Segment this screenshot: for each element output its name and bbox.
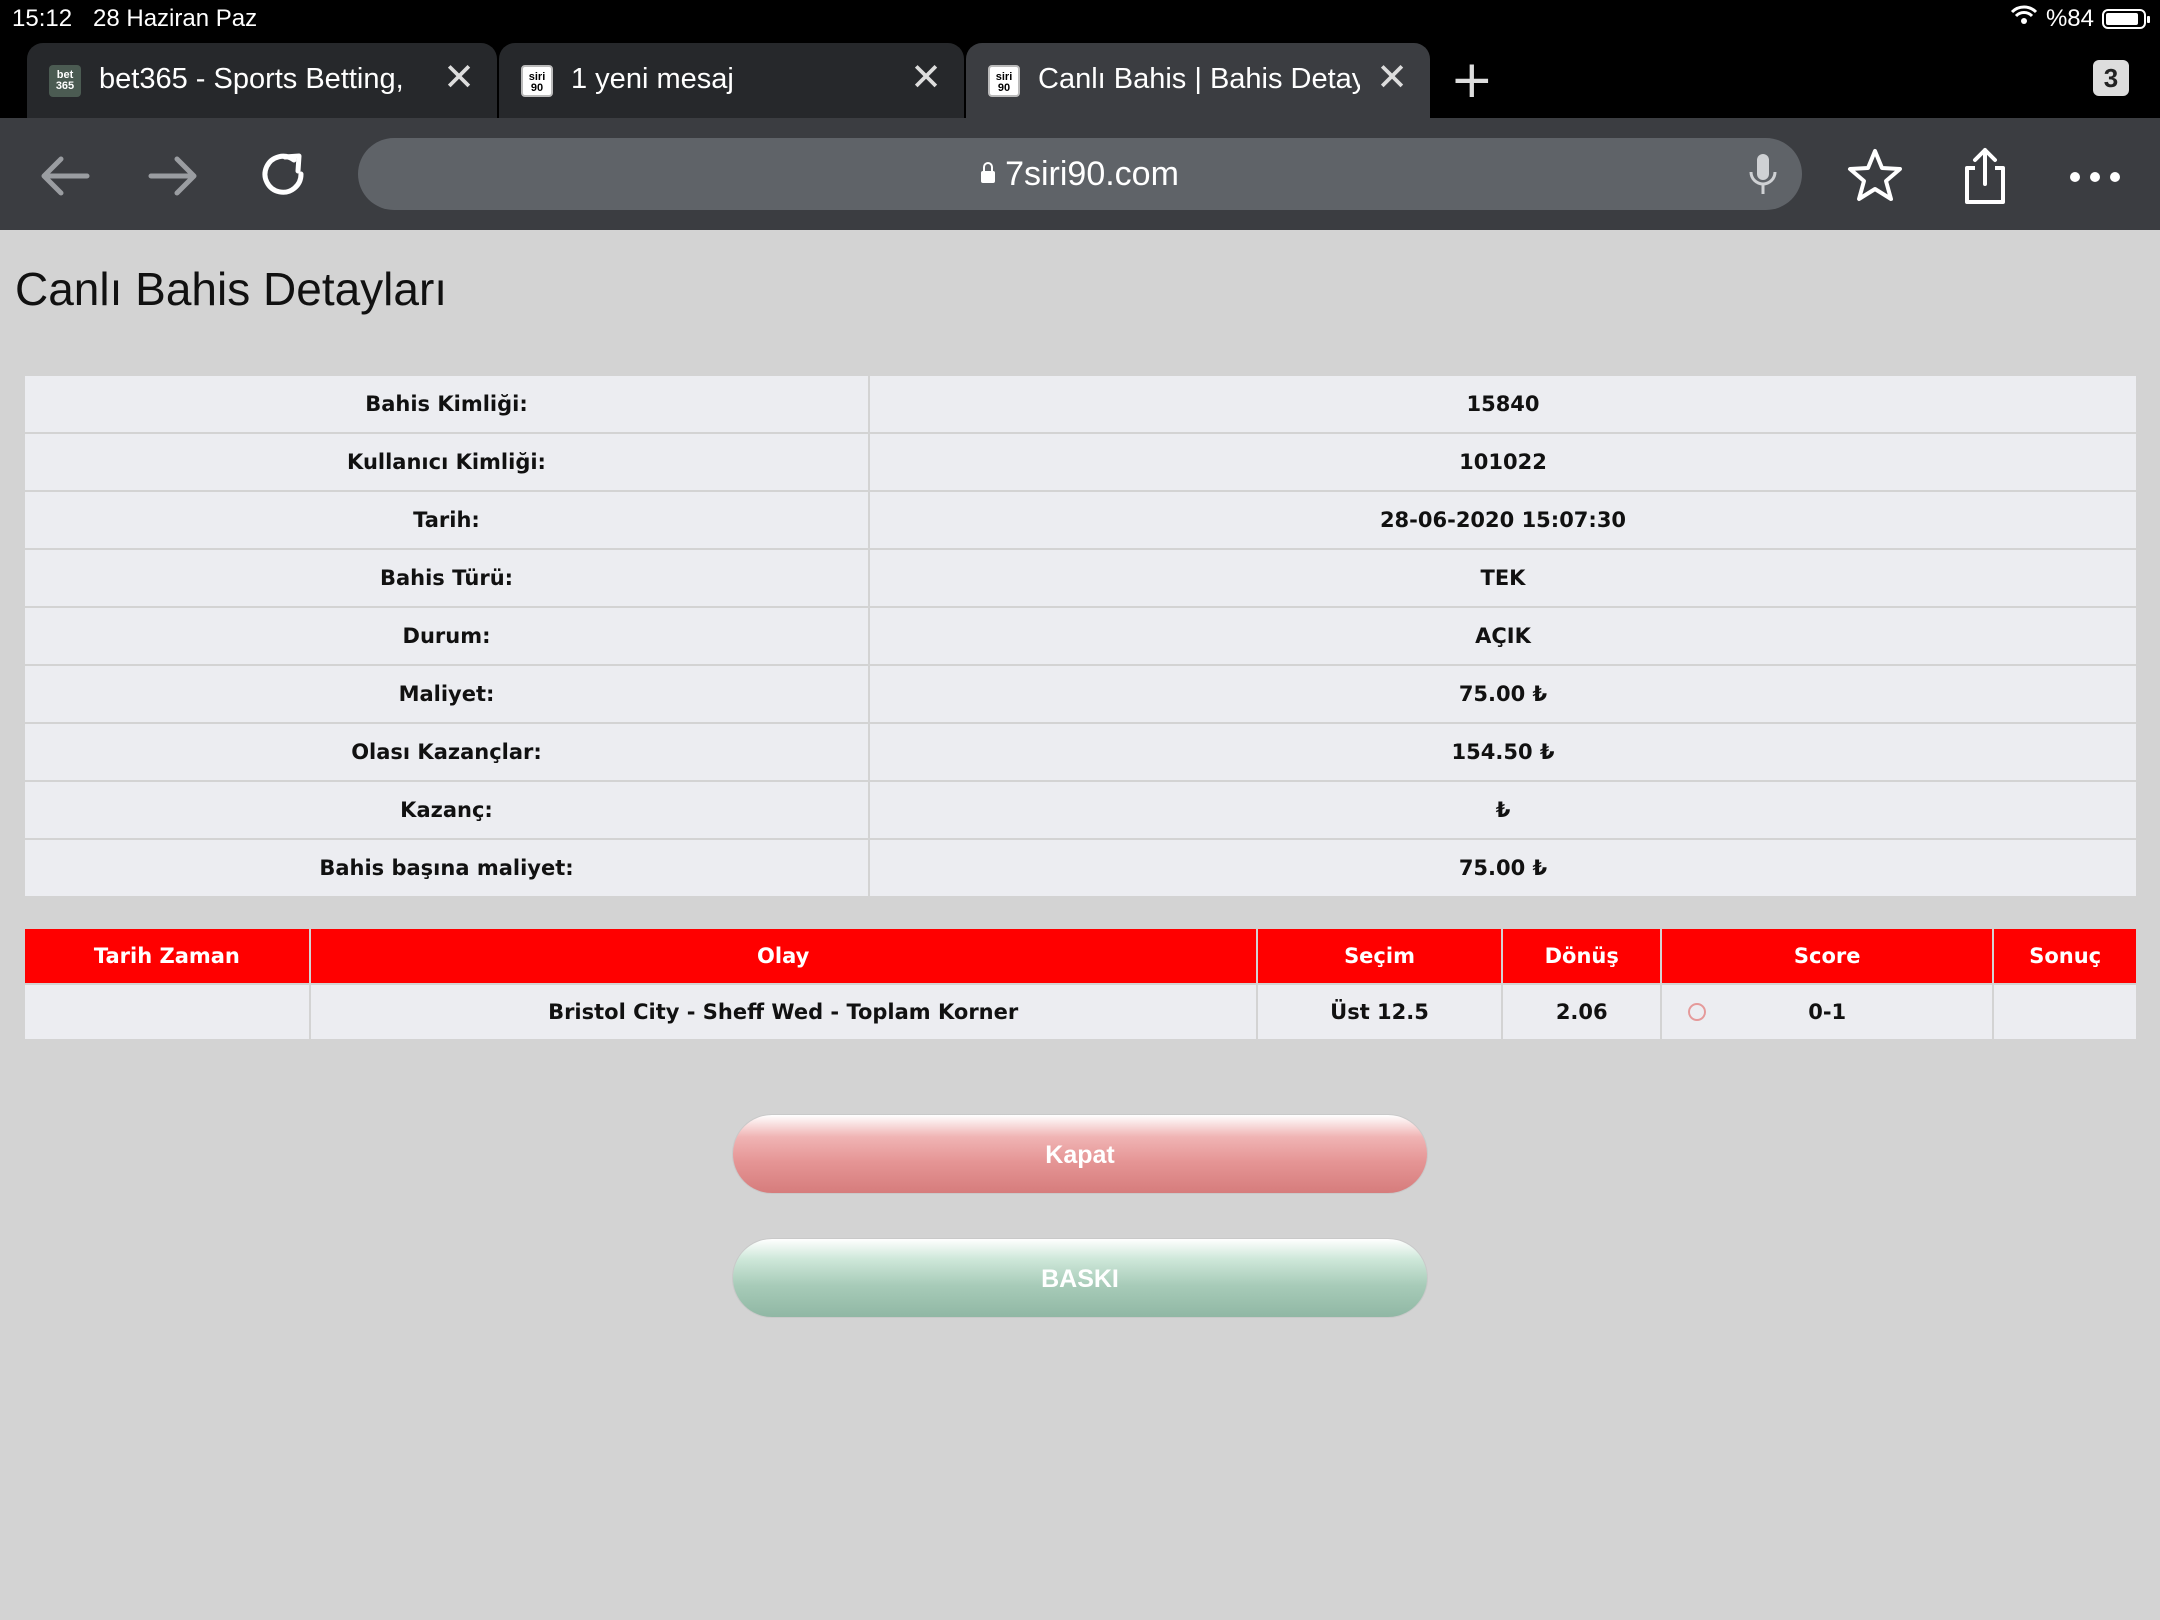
detail-label: Bahis Kimliği:: [23, 374, 870, 434]
table-row: Bahis Kimliği: 15840: [23, 374, 2138, 434]
table-row: Bahis Türü: TEK: [23, 548, 2138, 608]
status-bar: 15:12 28 Haziran Paz %84: [0, 0, 2160, 38]
header-datetime: Tarih Zaman: [23, 927, 311, 985]
print-button[interactable]: BASKI: [732, 1238, 1428, 1318]
reload-icon[interactable]: [254, 146, 314, 206]
close-tab-icon[interactable]: ✕: [1376, 57, 1408, 99]
table-row: Kazanç: ₺: [23, 780, 2138, 840]
header-selection: Seçim: [1255, 927, 1504, 985]
table-row: Olası Kazançlar: 154.50 ₺: [23, 722, 2138, 782]
header-score: Score: [1659, 927, 1995, 985]
siri90-favicon-icon: siri 90: [521, 65, 553, 97]
tab-strip: bet 365 bet365 - Sports Betting, ✕ siri 90…: [0, 38, 2160, 118]
status-time: 15:12: [12, 5, 73, 32]
table-row: Bristol City - Sheff Wed - Toplam Korner…: [23, 983, 2138, 1041]
more-options-icon[interactable]: [2065, 146, 2125, 206]
events-header-row: Tarih Zaman Olay Seçim Dönüş Score Sonuç: [23, 927, 2138, 985]
wifi-icon: [2010, 4, 2038, 33]
detail-label: Olası Kazançlar:: [23, 722, 870, 782]
battery-icon: [2102, 8, 2150, 29]
detail-label: Kullanıcı Kimliği:: [23, 432, 870, 492]
cell-score: 0-1: [1659, 983, 1995, 1041]
detail-label: Bahis Türü:: [23, 548, 870, 608]
tab-bet-details[interactable]: siri 90 Canlı Bahis | Bahis Detay ✕: [966, 43, 1430, 118]
cell-result: [1992, 983, 2138, 1041]
detail-value: 75.00 ₺: [868, 838, 2138, 898]
tab-title: 1 yeni mesaj: [571, 63, 734, 95]
tab-messages[interactable]: siri 90 1 yeni mesaj ✕: [499, 43, 964, 118]
events-table: Tarih Zaman Olay Seçim Dönüş Score Sonuç…: [23, 927, 2138, 1041]
cell-selection: Üst 12.5: [1255, 983, 1504, 1041]
battery-percent: %84: [2045, 4, 2094, 32]
close-tab-icon[interactable]: ✕: [910, 57, 942, 99]
detail-value: 154.50 ₺: [868, 722, 2138, 782]
header-odds: Dönüş: [1501, 927, 1662, 985]
detail-label: Bahis başına maliyet:: [23, 838, 870, 898]
table-row: Tarih: 28-06-2020 15:07:30: [23, 490, 2138, 550]
new-tab-icon[interactable]: +: [1450, 50, 1494, 110]
cell-odds: 2.06: [1501, 983, 1662, 1041]
back-arrow-icon[interactable]: [35, 146, 95, 206]
detail-label: Tarih:: [23, 490, 870, 550]
cell-event: Bristol City - Sheff Wed - Toplam Korner: [308, 983, 1258, 1041]
bet365-favicon-icon: bet 365: [49, 65, 81, 97]
close-tab-icon[interactable]: ✕: [443, 57, 475, 99]
table-row: Bahis başına maliyet: 75.00 ₺: [23, 838, 2138, 898]
microphone-icon[interactable]: [1746, 152, 1780, 198]
detail-value: TEK: [868, 548, 2138, 608]
detail-value: ₺: [868, 780, 2138, 840]
detail-value: 28-06-2020 15:07:30: [868, 490, 2138, 550]
address-bar[interactable]: 7siri90.com: [358, 138, 1802, 210]
url-text: 7siri90.com: [1005, 155, 1179, 193]
detail-value: 15840: [868, 374, 2138, 434]
siri90-favicon-icon: siri 90: [988, 65, 1020, 97]
tab-title: Canlı Bahis | Bahis Detay: [1038, 63, 1360, 95]
table-row: Kullanıcı Kimliği: 101022: [23, 432, 2138, 492]
score-value: 0-1: [1808, 1000, 1847, 1024]
forward-arrow-icon[interactable]: [143, 146, 203, 206]
detail-value: 101022: [868, 432, 2138, 492]
detail-value: 75.00 ₺: [868, 664, 2138, 724]
status-date: 28 Haziran Paz: [93, 5, 258, 32]
page-title: Canlı Bahis Detayları: [15, 263, 448, 315]
header-result: Sonuç: [1992, 927, 2138, 985]
bookmark-star-icon[interactable]: [1845, 146, 1905, 206]
tab-title: bet365 - Sports Betting,: [99, 63, 404, 95]
bet-details-table: Bahis Kimliği: 15840 Kullanıcı Kimliği: …: [23, 374, 2138, 898]
detail-label: Durum:: [23, 606, 870, 666]
lock-icon: [981, 162, 996, 183]
browser-toolbar: 7siri90.com: [0, 118, 2160, 230]
detail-value: AÇIK: [868, 606, 2138, 666]
header-event: Olay: [308, 927, 1258, 985]
table-row: Maliyet: 75.00 ₺: [23, 664, 2138, 724]
status-circle-icon: [1687, 1003, 1706, 1021]
cell-datetime: [23, 983, 311, 1041]
detail-label: Maliyet:: [23, 664, 870, 724]
close-button[interactable]: Kapat: [732, 1114, 1428, 1194]
share-icon[interactable]: [1955, 146, 2015, 206]
table-row: Durum: AÇIK: [23, 606, 2138, 666]
tab-count-button[interactable]: 3: [2093, 60, 2129, 96]
tab-bet365[interactable]: bet 365 bet365 - Sports Betting, ✕: [27, 43, 497, 118]
detail-label: Kazanç:: [23, 780, 870, 840]
